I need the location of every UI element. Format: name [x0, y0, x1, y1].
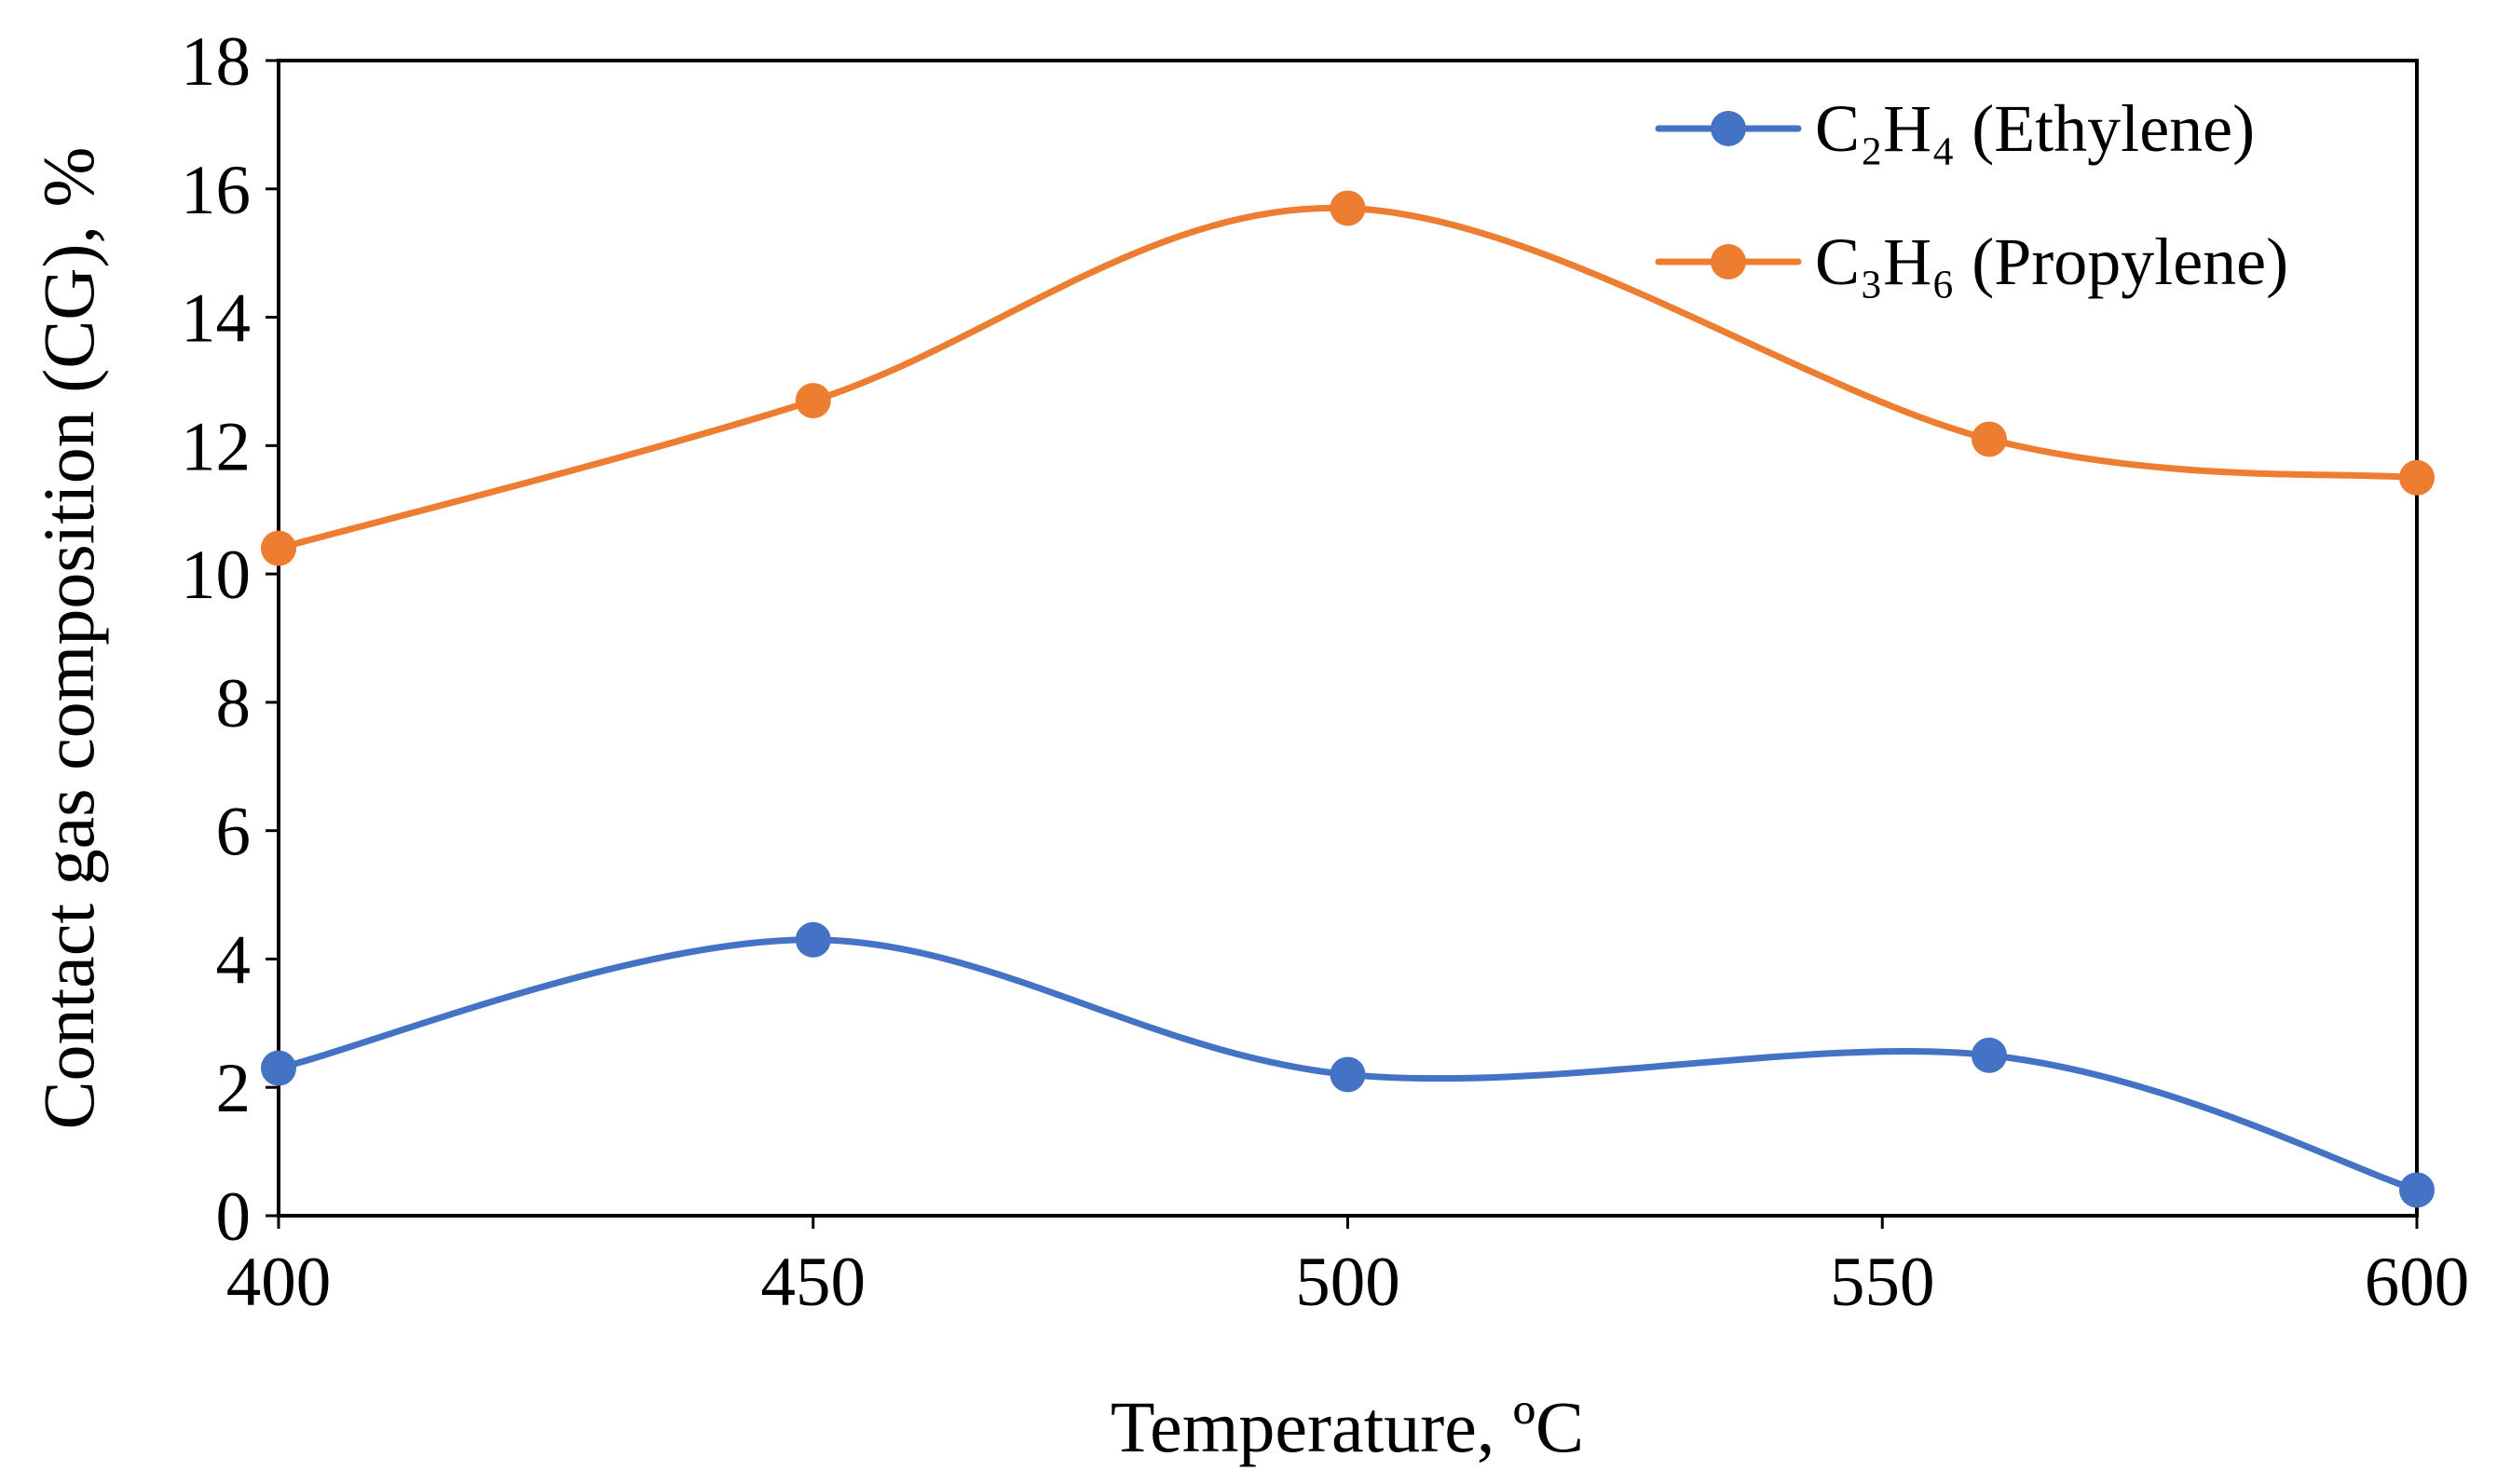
y-tick-label: 16 [181, 152, 251, 229]
legend-label-0: C₂H₄ (Ethylene) [1815, 91, 2255, 166]
data-point [1972, 1037, 2007, 1073]
y-axis-ticks: 0 2 4 6 8 10 12 14 16 18 [181, 23, 279, 1256]
x-tick-label: 400 [226, 1244, 332, 1321]
legend: C₂H₄ (Ethylene) C₃H₆ (Propylene) [1655, 91, 2288, 299]
x-axis-title: Temperature, ºC [1111, 1386, 1584, 1467]
x-axis-ticks: 400 450 500 550 600 [226, 1216, 2470, 1321]
legend-marker-1 [1711, 244, 1746, 279]
data-point [2399, 459, 2435, 496]
data-point [261, 1050, 296, 1086]
y-axis-title: Contact gas composition (CG), % [28, 146, 109, 1129]
data-point [1972, 421, 2007, 457]
y-tick-label: 2 [216, 1050, 252, 1127]
data-point [795, 921, 831, 958]
y-tick-label: 18 [181, 23, 251, 101]
y-tick-label: 0 [216, 1178, 252, 1256]
y-tick-label: 6 [216, 794, 252, 871]
series-layer [261, 190, 2435, 1208]
y-tick-label: 4 [216, 921, 252, 999]
x-tick-label: 550 [1830, 1244, 1935, 1321]
data-point [2399, 1172, 2435, 1208]
y-tick-label: 10 [181, 537, 251, 614]
x-tick-label: 500 [1295, 1244, 1400, 1321]
legend-label-1: C₃H₆ (Propylene) [1815, 225, 2288, 299]
y-tick-label: 8 [216, 665, 252, 742]
data-point [795, 383, 831, 419]
legend-marker-0 [1711, 111, 1746, 146]
x-tick-label: 600 [2365, 1244, 2470, 1321]
x-tick-label: 450 [761, 1244, 866, 1321]
data-point [1330, 190, 1366, 226]
y-tick-label: 12 [181, 408, 251, 485]
y-tick-label: 14 [181, 280, 251, 358]
data-point [261, 530, 296, 566]
data-point [1330, 1056, 1366, 1093]
